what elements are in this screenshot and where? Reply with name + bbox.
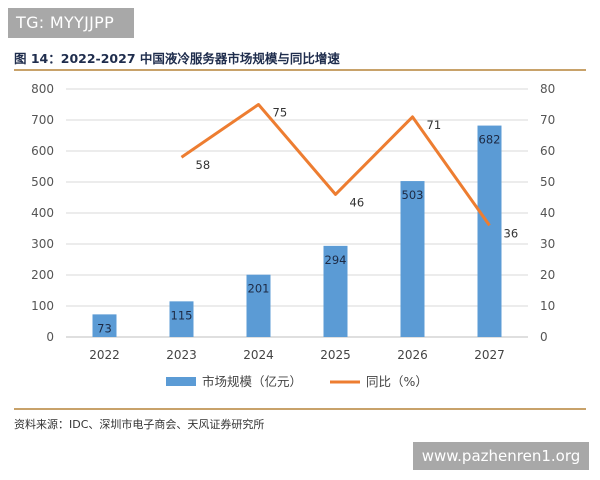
bottom-rule xyxy=(14,408,586,410)
x-tick-label: 2027 xyxy=(474,348,505,362)
left-tick-label: 500 xyxy=(31,175,54,189)
watermark-bottom: www.pazhenren1.org xyxy=(413,442,589,470)
bar xyxy=(477,125,502,337)
left-tick-label: 800 xyxy=(31,82,54,96)
line-data-label: 75 xyxy=(273,106,288,120)
line-data-label: 46 xyxy=(350,195,365,209)
source-note: 资料来源：IDC、深圳市电子商会、天风证券研究所 xyxy=(14,418,265,431)
x-tick-label: 2022 xyxy=(89,348,120,362)
left-tick-label: 300 xyxy=(31,237,54,251)
left-tick-label: 600 xyxy=(31,144,54,158)
bar xyxy=(400,181,425,337)
right-tick-label: 30 xyxy=(540,237,555,251)
left-tick-label: 400 xyxy=(31,206,54,220)
bar xyxy=(323,245,348,337)
left-tick-label: 200 xyxy=(31,268,54,282)
right-tick-label: 0 xyxy=(540,330,548,344)
left-tick-label: 100 xyxy=(31,299,54,313)
x-tick-label: 2025 xyxy=(320,348,351,362)
right-tick-label: 70 xyxy=(540,113,555,127)
bar-data-label: 294 xyxy=(325,253,347,267)
legend-bar-swatch xyxy=(166,377,196,386)
legend: 市场规模（亿元） 同比（%） xyxy=(166,374,428,389)
chart-svg: 0 100 200 300 400 500 600 700 800 0 10 20 30 40 50 60 7… xyxy=(31,82,555,389)
grid-lines xyxy=(66,88,528,307)
line-data-label: 71 xyxy=(427,118,442,132)
right-tick-label: 60 xyxy=(540,144,555,158)
bar xyxy=(169,301,194,337)
watermark-top: TG: MYYJJPP xyxy=(8,8,134,38)
bar-data-label: 73 xyxy=(97,321,112,335)
right-tick-label: 80 xyxy=(540,82,555,96)
line-data-labels: 58 75 46 71 36 xyxy=(196,106,519,241)
x-axis-ticks: 2022 2023 2024 2025 2026 2027 xyxy=(89,348,505,362)
line-data-label: 58 xyxy=(196,158,211,172)
bar-data-labels: 73 115 201 294 503 682 xyxy=(97,133,500,336)
bar xyxy=(246,274,271,337)
legend-bar-label: 市场规模（亿元） xyxy=(202,374,302,389)
right-tick-label: 20 xyxy=(540,268,555,282)
legend-line-label: 同比（%） xyxy=(366,374,428,389)
x-tick-label: 2026 xyxy=(397,348,428,362)
left-tick-label: 0 xyxy=(46,330,54,344)
bar xyxy=(92,314,117,337)
right-tick-label: 40 xyxy=(540,206,555,220)
left-tick-label: 700 xyxy=(31,113,54,127)
left-axis-ticks: 0 100 200 300 400 500 600 700 800 xyxy=(31,82,54,344)
top-rule xyxy=(14,69,586,71)
bar-data-label: 115 xyxy=(171,308,193,322)
bar-data-label: 503 xyxy=(402,188,424,202)
bar-data-label: 201 xyxy=(248,282,270,296)
right-tick-label: 10 xyxy=(540,299,555,313)
right-tick-label: 50 xyxy=(540,175,555,189)
line-data-label: 36 xyxy=(504,226,519,240)
chart-frame: 0 100 200 300 400 500 600 700 800 0 10 20 30 40 50 60 7… xyxy=(14,73,586,408)
x-tick-label: 2024 xyxy=(243,348,274,362)
bar-series xyxy=(92,125,502,337)
x-tick-label: 2023 xyxy=(166,348,197,362)
figure-title: 图 14：2022-2027 中国液冷服务器市场规模与同比增速 xyxy=(14,51,340,66)
right-axis-ticks: 0 10 20 30 40 50 60 70 80 xyxy=(540,82,555,344)
bar-data-label: 682 xyxy=(479,133,501,147)
line-series xyxy=(180,103,491,227)
